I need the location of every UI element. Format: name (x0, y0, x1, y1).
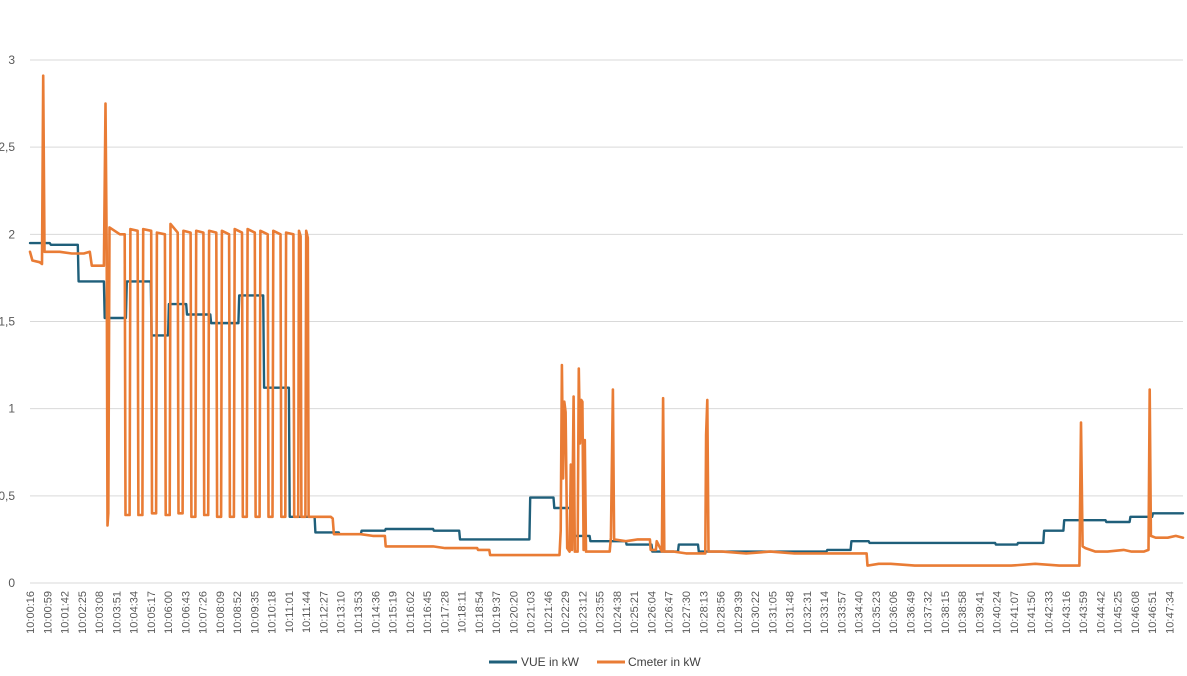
x-tick-label: 10:15:19 (388, 591, 400, 634)
x-tick-label: 10:24:38 (612, 591, 624, 634)
x-tick-label: 10:05:17 (146, 591, 158, 634)
x-tick-label: 10:33:57 (836, 591, 848, 634)
x-tick-label: 10:18:54 (474, 591, 486, 634)
series-line-vue (28, 241, 1185, 553)
x-tick-label: 10:21:03 (526, 591, 538, 634)
x-tick-label: 10:46:08 (1130, 591, 1142, 634)
x-tick-label: 10:26:04 (647, 591, 659, 634)
x-tick-label: 10:44:42 (1095, 591, 1107, 634)
x-tick-label: 10:13:10 (336, 591, 348, 634)
y-tick-label: 2 (8, 227, 15, 241)
y-tick-label: 0 (8, 576, 15, 590)
x-tick-label: 10:22:29 (560, 591, 572, 634)
legend-label: VUE in kW (521, 655, 580, 669)
x-tick-label: 10:04:34 (129, 591, 141, 634)
x-tick-label: 10:11:01 (284, 591, 296, 633)
x-tick-label: 10:23:12 (577, 591, 589, 634)
x-tick-label: 10:28:13 (698, 591, 710, 634)
x-tick-label: 10:28:56 (716, 591, 728, 634)
x-tick-label: 10:32:31 (802, 591, 814, 634)
x-tick-label: 10:07:26 (198, 591, 210, 634)
y-tick-label: 3 (8, 53, 15, 67)
legend: VUE in kW Cmeter in kW (489, 655, 701, 669)
x-tick-label: 10:36:06 (888, 591, 900, 634)
x-tick-label: 10:33:14 (819, 591, 831, 634)
x-tick-label: 10:13:53 (353, 591, 365, 634)
x-tick-label: 10:45:25 (1113, 591, 1125, 634)
x-axis-ticks: 10:00:16 10:00:59 10:01:42 10:02:25 10:03:08… (25, 591, 1176, 634)
x-tick-label: 10:23:55 (595, 591, 607, 634)
x-tick-label: 10:38:15 (940, 591, 952, 634)
x-tick-label: 10:27:30 (681, 591, 693, 634)
x-tick-label: 10:20:20 (508, 591, 520, 634)
y-axis-ticks: 0 0,5 1 1,5 2 2,5 3 (0, 53, 15, 590)
x-tick-label: 10:43:59 (1078, 591, 1090, 634)
x-tick-label: 10:10:18 (267, 591, 279, 634)
x-tick-label: 10:16:45 (422, 591, 434, 634)
x-tick-label: 10:29:39 (733, 591, 745, 634)
x-tick-label: 10:38:58 (957, 591, 969, 634)
x-tick-label: 10:30:22 (750, 591, 762, 634)
x-tick-label: 10:46:51 (1147, 591, 1159, 634)
x-tick-label: 10:03:51 (111, 591, 123, 634)
x-tick-label: 10:12:27 (319, 591, 331, 634)
x-tick-label: 10:06:00 (163, 591, 175, 634)
x-tick-label: 10:17:28 (439, 591, 451, 634)
x-tick-label: 10:11:44 (301, 591, 313, 633)
x-tick-label: 10:31:48 (785, 591, 797, 634)
x-tick-label: 10:39:41 (975, 591, 987, 634)
x-tick-label: 10:08:52 (232, 591, 244, 634)
y-tick-label: 2,5 (0, 140, 15, 154)
x-tick-label: 10:43:16 (1061, 591, 1073, 634)
x-tick-label: 10:08:09 (215, 591, 227, 634)
x-tick-label: 10:18:11 (457, 591, 469, 633)
y-tick-label: 1 (8, 402, 15, 416)
x-tick-label: 10:41:50 (1026, 591, 1038, 634)
series-lines (28, 74, 1185, 567)
legend-label: Cmeter in kW (628, 655, 701, 669)
x-tick-label: 10:01:42 (60, 591, 72, 634)
x-tick-label: 10:36:49 (905, 591, 917, 634)
x-tick-label: 10:34:40 (854, 591, 866, 634)
x-tick-label: 10:31:05 (767, 591, 779, 634)
x-tick-label: 10:03:08 (94, 591, 106, 634)
x-tick-label: 10:40:24 (992, 591, 1004, 634)
series-line-cmeter (28, 74, 1185, 567)
x-tick-label: 10:42:33 (1044, 591, 1056, 634)
x-tick-label: 10:00:16 (25, 591, 37, 634)
x-tick-label: 10:00:59 (42, 591, 54, 634)
y-tick-label: 1,5 (0, 315, 15, 329)
x-tick-label: 10:09:35 (249, 591, 261, 634)
x-tick-label: 10:25:21 (629, 591, 641, 634)
x-tick-label: 10:37:32 (923, 591, 935, 634)
x-tick-label: 10:16:02 (405, 591, 417, 634)
y-tick-label: 0,5 (0, 489, 15, 503)
x-tick-label: 10:35:23 (871, 591, 883, 634)
x-tick-label: 10:41:07 (1009, 591, 1021, 634)
x-tick-label: 10:14:36 (370, 591, 382, 634)
x-tick-label: 10:26:47 (664, 591, 676, 634)
x-tick-label: 10:19:37 (491, 591, 503, 634)
x-tick-label: 10:21:46 (543, 591, 555, 634)
x-tick-label: 10:06:43 (180, 591, 192, 634)
x-tick-label: 10:02:25 (77, 591, 89, 634)
x-tick-label: 10:47:34 (1164, 591, 1176, 634)
